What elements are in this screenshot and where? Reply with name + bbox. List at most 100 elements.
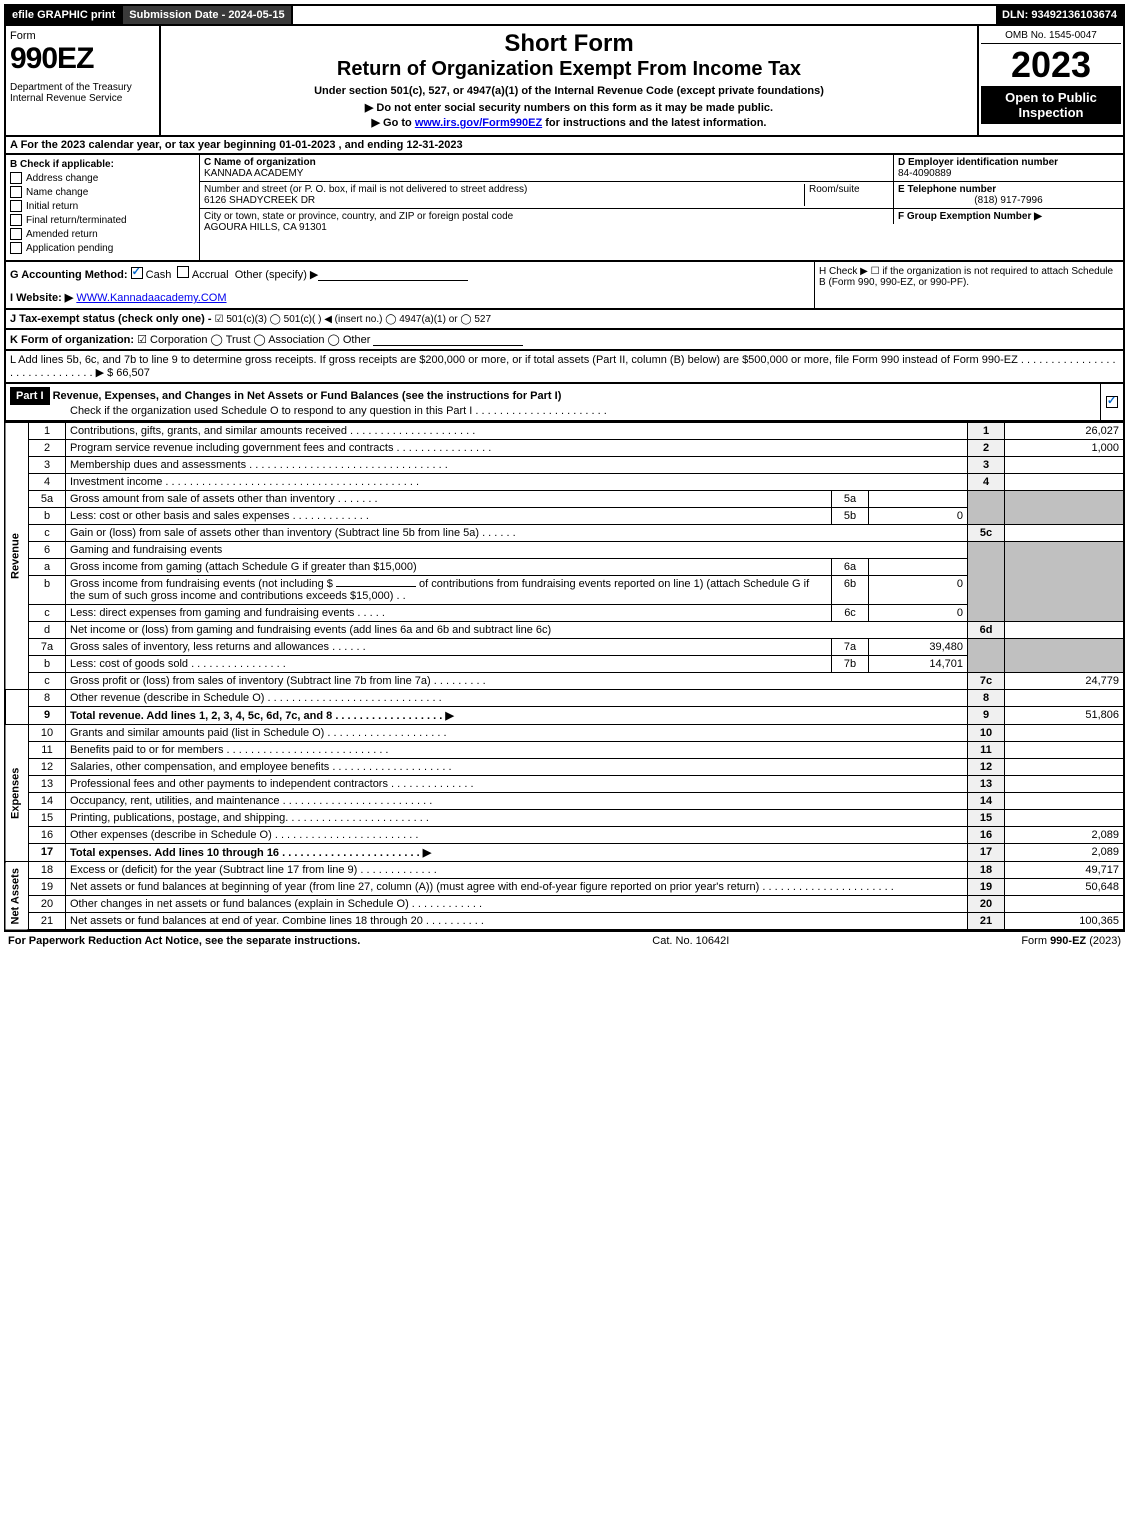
check-initial-return[interactable]: Initial return <box>10 200 195 212</box>
section-gh: G Accounting Method: Cash Accrual Other … <box>4 262 1125 310</box>
line-7a-desc: Gross sales of inventory, less returns a… <box>66 639 832 656</box>
line-18-val: 49,717 <box>1005 862 1125 879</box>
short-form-label: Short Form <box>165 30 973 58</box>
section-a: A For the 2023 calendar year, or tax yea… <box>4 137 1125 155</box>
check-name-change[interactable]: Name change <box>10 186 195 198</box>
line-9-desc: Total revenue. Add lines 1, 2, 3, 4, 5c,… <box>66 707 968 725</box>
header-center: Short Form Return of Organization Exempt… <box>161 26 977 135</box>
line-6-desc: Gaming and fundraising events <box>66 542 968 559</box>
section-c: C Name of organization KANNADA ACADEMY N… <box>200 155 893 260</box>
other-specify-input[interactable] <box>318 280 468 281</box>
line-5b-desc: Less: cost or other basis and sales expe… <box>66 508 832 525</box>
line-6d-desc: Net income or (loss) from gaming and fun… <box>66 622 968 639</box>
k-other-input[interactable] <box>373 345 523 346</box>
line-2-desc: Program service revenue including govern… <box>66 440 968 457</box>
ssn-warning: ▶ Do not enter social security numbers o… <box>165 101 973 114</box>
top-bar: efile GRAPHIC print Submission Date - 20… <box>4 4 1125 26</box>
line-7b-val: 14,701 <box>869 656 968 673</box>
info-grid: B Check if applicable: Address change Na… <box>4 155 1125 262</box>
submission-date: Submission Date - 2024-05-15 <box>123 6 292 24</box>
omb-number: OMB No. 1545-0047 <box>981 28 1121 44</box>
org-name: KANNADA ACADEMY <box>204 168 303 179</box>
department: Department of the Treasury Internal Reve… <box>10 82 155 104</box>
line-1-box: 1 <box>968 423 1005 440</box>
part-1-check-text: Check if the organization used Schedule … <box>70 405 607 417</box>
line-16-desc: Other expenses (describe in Schedule O) … <box>66 827 968 844</box>
line-14-desc: Occupancy, rent, utilities, and maintena… <box>66 793 968 810</box>
line-1-val: 26,027 <box>1005 423 1125 440</box>
line-13-desc: Professional fees and other payments to … <box>66 776 968 793</box>
header-right: OMB No. 1545-0047 2023 Open to Public In… <box>977 26 1123 135</box>
section-l: L Add lines 5b, 6c, and 7b to line 9 to … <box>4 351 1125 384</box>
line-6a-desc: Gross income from gaming (attach Schedul… <box>66 559 832 576</box>
org-street: 6126 SHADYCREEK DR <box>204 195 315 206</box>
dln: DLN: 93492136103674 <box>996 6 1123 24</box>
line-21-val: 100,365 <box>1005 913 1125 931</box>
line-5b-val: 0 <box>869 508 968 525</box>
form-word: Form <box>10 30 155 42</box>
line-6b-val: 0 <box>869 576 968 605</box>
line-7a-val: 39,480 <box>869 639 968 656</box>
section-def: D Employer identification number 84-4090… <box>893 155 1123 260</box>
part-1-header-row: Part I Revenue, Expenses, and Changes in… <box>4 384 1125 422</box>
line-20-desc: Other changes in net assets or fund bala… <box>66 896 968 913</box>
netassets-side-label: Net Assets <box>5 862 29 931</box>
line-7c-desc: Gross profit or (loss) from sales of inv… <box>66 673 968 690</box>
line-7c-val: 24,779 <box>1005 673 1125 690</box>
line-6b-desc: Gross income from fundraising events (no… <box>66 576 832 605</box>
section-k: K Form of organization: ☑ Corporation ◯ … <box>4 330 1125 351</box>
part-1-checkbox-cell[interactable] <box>1100 384 1123 420</box>
line-3-desc: Membership dues and assessments . . . . … <box>66 457 968 474</box>
c-name-label: C Name of organization <box>204 157 316 168</box>
line-6c-val: 0 <box>869 605 968 622</box>
check-application-pending[interactable]: Application pending <box>10 242 195 254</box>
irs-link[interactable]: www.irs.gov/Form990EZ <box>415 117 542 129</box>
check-final-return[interactable]: Final return/terminated <box>10 214 195 226</box>
f-label: F Group Exemption Number ▶ <box>898 211 1042 222</box>
org-city: AGOURA HILLS, CA 91301 <box>204 222 327 233</box>
telephone: (818) 917-7996 <box>898 195 1119 206</box>
check-cash[interactable] <box>131 267 143 279</box>
footer-center: Cat. No. 10642I <box>652 935 729 947</box>
form-header: Form 990EZ Department of the Treasury In… <box>4 26 1125 137</box>
check-amended-return[interactable]: Amended return <box>10 228 195 240</box>
line-7b-desc: Less: cost of goods sold . . . . . . . .… <box>66 656 832 673</box>
return-title: Return of Organization Exempt From Incom… <box>165 58 973 81</box>
line-19-desc: Net assets or fund balances at beginning… <box>66 879 968 896</box>
c-street-label: Number and street (or P. O. box, if mail… <box>204 184 527 195</box>
line-18-desc: Excess or (deficit) for the year (Subtra… <box>66 862 968 879</box>
line-2-val: 1,000 <box>1005 440 1125 457</box>
open-to-public: Open to Public Inspection <box>981 86 1121 124</box>
line-8-desc: Other revenue (describe in Schedule O) .… <box>66 690 968 707</box>
c-city-label: City or town, state or province, country… <box>204 211 513 222</box>
line-5a-desc: Gross amount from sale of assets other t… <box>66 491 832 508</box>
footer-left: For Paperwork Reduction Act Notice, see … <box>8 935 360 947</box>
section-j: J Tax-exempt status (check only one) - ☑… <box>4 310 1125 330</box>
section-b: B Check if applicable: Address change Na… <box>6 155 200 260</box>
revenue-side-label: Revenue <box>5 423 29 690</box>
efile-print-button[interactable]: efile GRAPHIC print <box>6 6 123 24</box>
part-1-table: Revenue 1 Contributions, gifts, grants, … <box>4 422 1125 931</box>
line-16-val: 2,089 <box>1005 827 1125 844</box>
section-h: H Check ▶ ☐ if the organization is not r… <box>814 262 1123 308</box>
check-accrual[interactable] <box>177 266 189 278</box>
part-1-checkbox[interactable] <box>1106 396 1118 408</box>
line-4-desc: Investment income . . . . . . . . . . . … <box>66 474 968 491</box>
line-9-val: 51,806 <box>1005 707 1125 725</box>
section-g: G Accounting Method: Cash Accrual Other … <box>10 266 810 281</box>
e-label: E Telephone number <box>898 184 996 195</box>
line-11-desc: Benefits paid to or for members . . . . … <box>66 742 968 759</box>
expenses-side-label: Expenses <box>5 725 29 862</box>
line-17-val: 2,089 <box>1005 844 1125 862</box>
section-i: I Website: ▶ WWW.Kannadaacademy.COM <box>10 291 810 304</box>
line-1-desc: Contributions, gifts, grants, and simila… <box>66 423 968 440</box>
form-number: 990EZ <box>10 42 155 76</box>
header-left: Form 990EZ Department of the Treasury In… <box>6 26 161 135</box>
line-12-desc: Salaries, other compensation, and employ… <box>66 759 968 776</box>
website-link[interactable]: WWW.Kannadaacademy.COM <box>76 292 226 304</box>
section-b-label: B Check if applicable: <box>10 159 195 170</box>
line-10-desc: Grants and similar amounts paid (list in… <box>66 725 968 742</box>
line-21-desc: Net assets or fund balances at end of ye… <box>66 913 968 931</box>
line-6b-blank[interactable] <box>336 586 416 587</box>
check-address-change[interactable]: Address change <box>10 172 195 184</box>
